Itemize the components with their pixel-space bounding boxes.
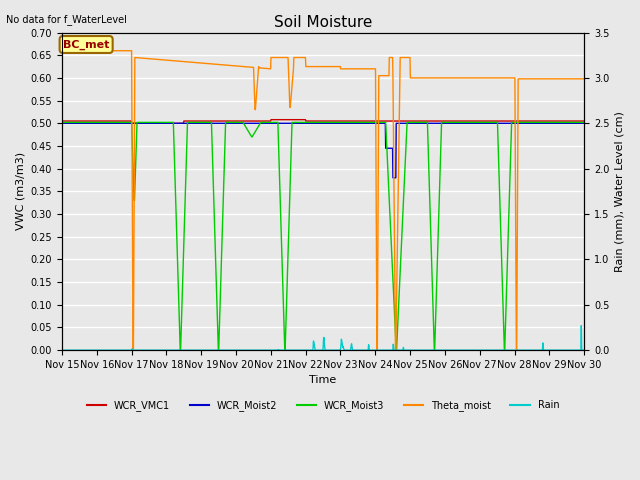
- Y-axis label: VWC (m3/m3): VWC (m3/m3): [15, 152, 25, 230]
- Legend: WCR_VMC1, WCR_Moist2, WCR_Moist3, Theta_moist, Rain: WCR_VMC1, WCR_Moist2, WCR_Moist3, Theta_…: [83, 396, 563, 415]
- Text: No data for f_WaterLevel: No data for f_WaterLevel: [6, 14, 127, 25]
- Title: Soil Moisture: Soil Moisture: [274, 15, 372, 30]
- Y-axis label: Rain (mm), Water Level (cm): Rain (mm), Water Level (cm): [615, 111, 625, 272]
- X-axis label: Time: Time: [309, 375, 337, 385]
- Text: BC_met: BC_met: [63, 39, 109, 49]
